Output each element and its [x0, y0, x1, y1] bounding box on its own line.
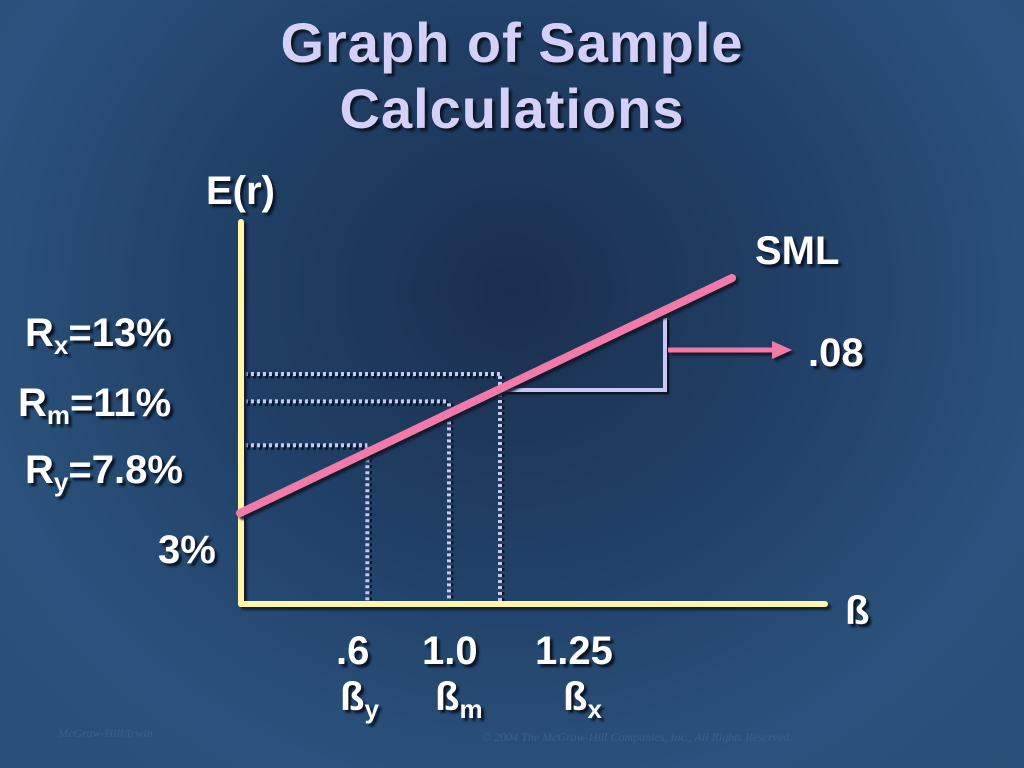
sml-series — [236, 274, 736, 517]
series-label-sml: SML — [755, 229, 840, 273]
beta-symbol-m-char: ß — [435, 675, 460, 719]
beta-symbol-y-sub: y — [364, 694, 379, 724]
slope-bracket — [500, 318, 667, 392]
beta-symbol-y: ßy — [340, 674, 379, 722]
return-label-y-name: R — [25, 448, 54, 492]
return-label-m-sub: m — [46, 400, 71, 430]
title-line-2: Calculations — [339, 77, 685, 140]
beta-tick-x: 1.25 — [535, 629, 613, 673]
beta-symbol-m-sub: m — [459, 694, 483, 724]
beta-tick-y: .6 — [336, 629, 370, 673]
return-label-x: Rx=13% — [25, 310, 172, 358]
return-label-y-value: =7.8% — [68, 448, 183, 492]
return-label-x-name: R — [25, 311, 54, 355]
return-label-x-value: =13% — [68, 311, 172, 355]
footer-left: McGraw-Hill/Irwin — [58, 726, 153, 740]
beta-symbol-x-sub: x — [587, 694, 602, 724]
return-label-x-sub: x — [53, 330, 69, 360]
arrow-head — [772, 341, 792, 359]
return-label-m-value: =11% — [70, 381, 172, 425]
return-label-m: Rm=11% — [18, 380, 172, 428]
slide-title: Graph of Sample Calculations — [0, 10, 1024, 142]
slope-triangle — [500, 318, 670, 395]
intercept-label: 3% — [158, 528, 216, 572]
title-line-1: Graph of Sample — [280, 11, 744, 74]
sml-line — [236, 274, 736, 517]
guide-lines — [245, 372, 505, 604]
axes — [238, 219, 828, 607]
y-axis-label: E(r) — [206, 169, 275, 213]
beta-tick-m: 1.0 — [422, 629, 478, 673]
beta-symbol-x-char: ß — [563, 675, 588, 719]
slope-annotation: .08 — [808, 331, 864, 375]
slope-shadow — [502, 320, 670, 395]
return-label-y-sub: y — [53, 467, 69, 497]
arrow-icon — [668, 341, 792, 359]
beta-symbol-m: ßm — [435, 674, 483, 722]
return-label-m-name: R — [18, 381, 47, 425]
x-axis-label: ß — [845, 589, 870, 633]
return-label-y: Ry=7.8% — [25, 447, 183, 495]
beta-symbol-x: ßx — [563, 674, 602, 722]
footer-right: © 2004 The McGraw-Hill Companies, Inc., … — [482, 730, 793, 744]
beta-symbol-y-char: ß — [340, 675, 365, 719]
